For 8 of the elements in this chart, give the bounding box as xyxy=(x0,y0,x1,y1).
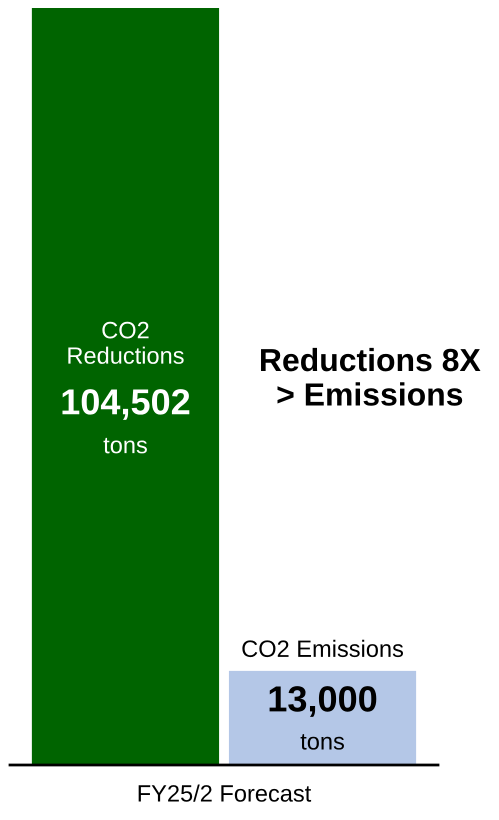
annotation: tons xyxy=(300,734,344,750)
x-axis-title: FY25/2 Forecast xyxy=(138,784,312,802)
data-label: 104,502 xyxy=(62,389,190,420)
annotation: Reductions 8X > Emissions xyxy=(261,348,480,406)
x-tick-label: CO2 Reductions xyxy=(68,322,184,364)
x-tick-label: CO2 Emissions xyxy=(242,640,404,658)
data-label: 13,000 xyxy=(270,686,376,717)
annotation: tons xyxy=(104,438,147,454)
